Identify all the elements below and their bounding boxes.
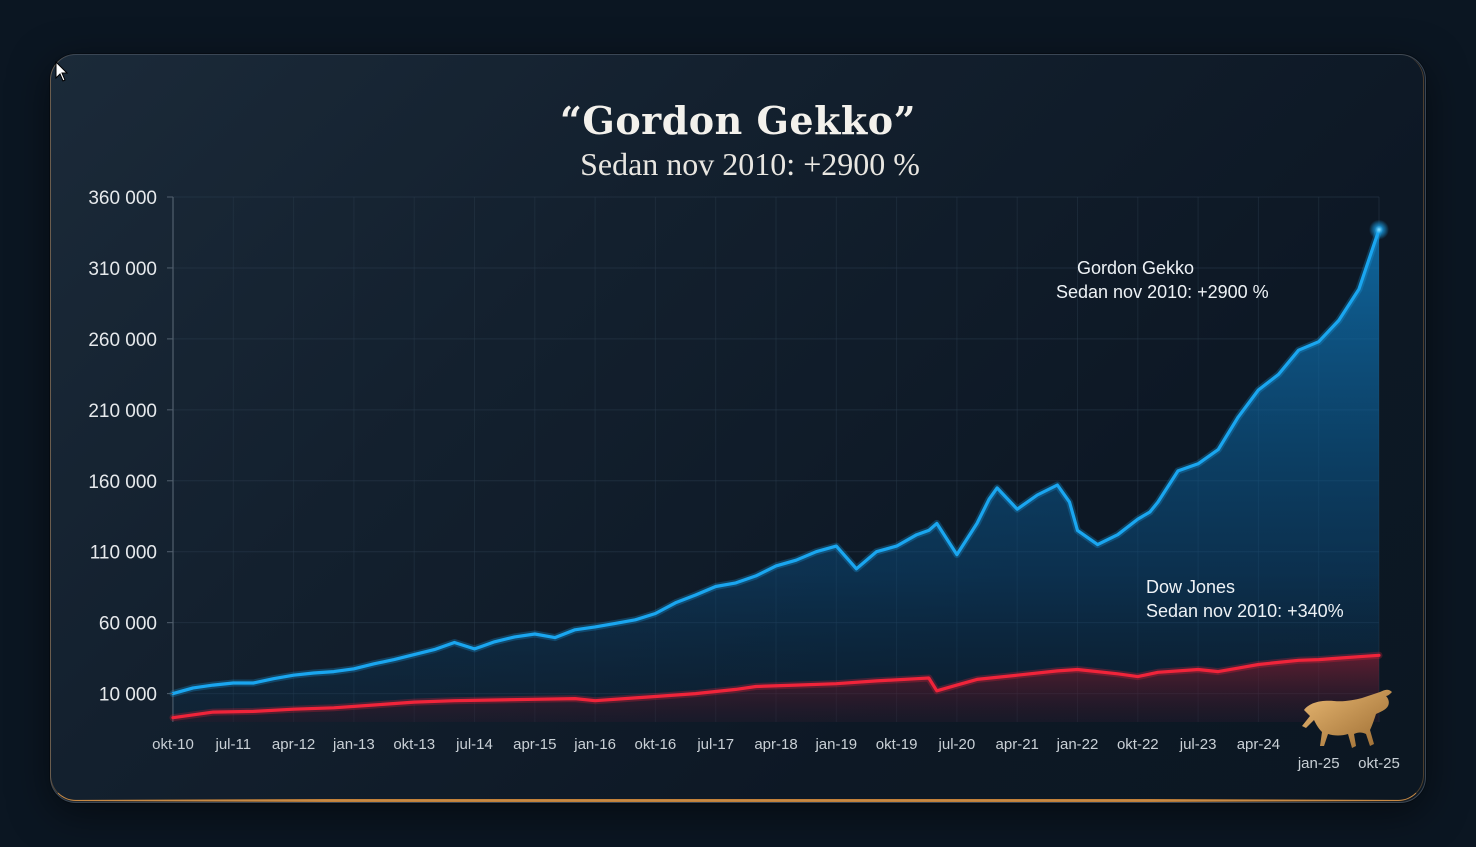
y-axis: 10 000 60 000 110 000 160 000 210 000 260 000… [88,188,173,706]
x-tick-label: okt-10 [152,736,194,753]
y-tick-label: 110 000 [90,543,157,564]
x-tick-label: apr-15 [513,736,556,753]
annotation-dow-return: Sedan nov 2010: +340% [1146,601,1344,621]
x-tick-label: jan-19 [814,736,857,753]
y-tick-label: 160 000 [88,472,157,493]
x-tick-label: jul-23 [1179,736,1217,753]
series-lines [169,219,1389,722]
series-area-dow-jones [173,655,1379,722]
series-line-gekko [171,228,1381,696]
bull-icon [1302,689,1392,748]
annotation-gekko-return: Sedan nov 2010: +2900 % [1056,282,1269,302]
x-tick-label: okt-13 [393,736,435,753]
x-tick-label: okt-22 [1117,736,1159,753]
x-tick-label: jan-16 [573,736,616,753]
x-tick-label: apr-21 [996,736,1039,753]
series-line-dow-jones [171,653,1381,720]
x-tick-label: apr-24 [1237,736,1280,753]
x-tick-label: apr-12 [272,736,315,753]
x-tick-label: jan-13 [332,736,375,753]
x-tick-label: jan-25 [1297,755,1340,772]
x-tick-label: jan-22 [1056,736,1099,753]
annotation-dow-name: Dow Jones [1146,577,1235,597]
x-tick-label: jul-20 [938,736,976,753]
x-tick-label: jul-11 [215,736,252,753]
x-axis: okt-10 jul-11 apr-12 jan-13 okt-13 jul-14 apr-… [152,736,1400,772]
y-tick-label: 210 000 [88,401,157,422]
x-tick-label: okt-19 [876,736,918,753]
x-tick-label: okt-25 [1358,755,1400,772]
series-end-glow [1369,219,1389,240]
x-tick-label: jul-17 [696,736,734,753]
series-areas [173,229,1379,722]
x-tick-label: okt-16 [635,736,677,753]
annotations: Gordon Gekko Sedan nov 2010: +2900 % Dow… [1056,258,1344,621]
mouse-cursor-icon [55,61,69,82]
series-area-gekko [173,229,1379,722]
y-tick-label: 310 000 [88,259,157,280]
y-tick-label: 360 000 [88,188,157,209]
chart-title: “Gordon Gekko” [560,98,916,143]
annotation-gekko-name: Gordon Gekko [1077,258,1194,278]
chart-subtitle: Sedan nov 2010: +2900 % [580,146,920,182]
y-tick-label: 10 000 [99,685,157,706]
y-tick-label: 60 000 [99,614,157,635]
x-tick-label: apr-18 [754,736,797,753]
y-tick-label: 260 000 [88,330,157,351]
x-tick-label: jul-14 [455,736,493,753]
